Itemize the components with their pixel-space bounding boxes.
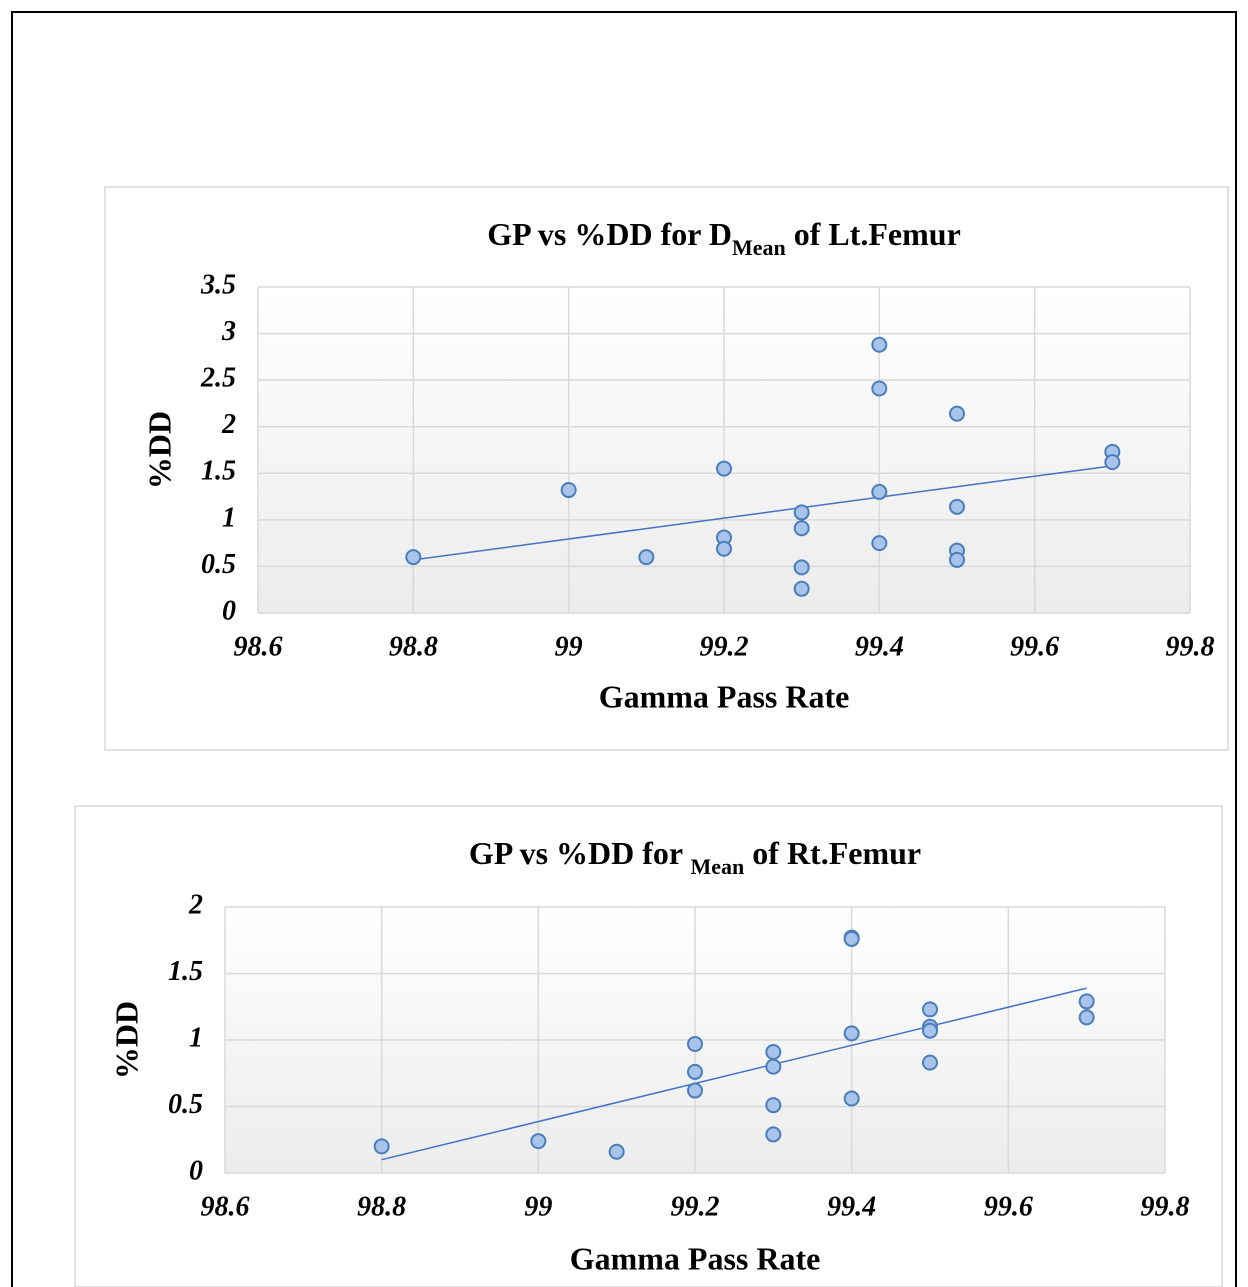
data-point	[687, 1063, 703, 1080]
x-tick-label: 98.6	[234, 631, 283, 662]
trendline	[413, 465, 1113, 561]
title-text: GP vs %DD for	[469, 835, 691, 871]
y-tick-label: 2	[221, 409, 236, 440]
x-tick-label: 99.2	[671, 1191, 720, 1222]
x-tick-label: 99	[524, 1191, 552, 1222]
y-tick-label: 1	[189, 1022, 203, 1053]
data-point	[871, 380, 888, 397]
data-point	[608, 1143, 625, 1160]
x-tick-label: 99.4	[827, 1191, 876, 1222]
x-tick-label: 98.8	[389, 631, 438, 662]
data-point	[1078, 1009, 1095, 1026]
x-tick-label: 99.4	[855, 631, 904, 662]
x-axis-title: Gamma Pass Rate	[599, 678, 850, 714]
title-suffix: of Rt.Femur	[744, 835, 921, 871]
page-frame	[11, 11, 1237, 1287]
y-tick-label: 2	[188, 889, 203, 920]
y-tick-label: 3	[221, 316, 236, 347]
x-tick-label: 99.6	[984, 1191, 1033, 1222]
x-tick-label: 98.6	[201, 1191, 250, 1222]
title-suffix: of Lt.Femur	[786, 216, 961, 252]
y-tick-label: 0.5	[201, 549, 236, 580]
data-point	[871, 535, 888, 552]
chart: 0 0.5 1 1.5 2 98.6 98.8 99 99.2 99.4 99.6 99.8 GP vs…	[74, 805, 1223, 1287]
x-tick-label: 99.8	[1166, 631, 1215, 662]
data-point	[793, 580, 810, 597]
data-point	[716, 540, 732, 557]
data-point	[687, 1035, 703, 1052]
data-point	[922, 1022, 938, 1039]
data-point	[843, 1025, 860, 1042]
x-tick-label: 99.8	[1141, 1191, 1190, 1222]
data-point	[716, 460, 732, 477]
y-axis-title: %DD	[108, 1001, 144, 1079]
data-point	[793, 504, 810, 521]
data-point	[765, 1097, 782, 1114]
data-point	[765, 1126, 782, 1143]
data-point	[843, 1090, 860, 1107]
chart-title: GP vs %DD for Mean of Rt.Femur	[469, 835, 921, 879]
y-tick-label: 1	[222, 502, 236, 533]
x-axis-title: Gamma Pass Rate	[570, 1240, 821, 1276]
data-point	[638, 549, 655, 566]
x-tick-label: 99	[555, 631, 583, 662]
y-tick-label: 0	[222, 595, 236, 626]
data-point	[793, 520, 810, 537]
data-point	[871, 483, 888, 500]
y-tick-label: 2.5	[200, 363, 236, 394]
title-subscript: Mean	[691, 854, 745, 879]
y-axis-title: %DD	[141, 411, 177, 489]
chart-title: GP vs %DD for DMean of Lt.Femur	[487, 216, 961, 260]
x-tick-label: 98.8	[357, 1191, 406, 1222]
data-point	[949, 498, 965, 515]
x-tick-label: 99.2	[700, 631, 749, 662]
data-point	[765, 1058, 782, 1075]
trendline	[381, 987, 1087, 1161]
data-point	[1104, 454, 1121, 471]
title-text: GP vs %DD for D	[487, 216, 732, 252]
data-point	[949, 551, 965, 568]
data-point	[765, 1043, 782, 1060]
y-tick-label: 0	[189, 1155, 203, 1186]
data-point	[1078, 993, 1095, 1010]
y-tick-label: 3.5	[200, 269, 236, 300]
title-subscript: Mean	[732, 235, 786, 260]
x-tick-label: 99.6	[1010, 631, 1059, 662]
data-point	[922, 1001, 938, 1018]
data-point	[793, 559, 810, 576]
data-point	[949, 405, 965, 422]
data-point	[871, 336, 888, 353]
data-point	[687, 1082, 703, 1099]
y-tick-label: 1.5	[201, 456, 236, 487]
chart: 0 0.5 1 1.5 2 2.5 3 3.5 98.6 98.8 99 99.2 99.4 99.6 99…	[104, 186, 1229, 751]
data-point	[843, 930, 860, 947]
data-point	[560, 482, 577, 499]
data-point	[530, 1133, 547, 1150]
y-tick-label: 0.5	[168, 1089, 203, 1120]
data-point	[405, 549, 422, 566]
data-point	[373, 1138, 390, 1155]
data-point	[922, 1054, 938, 1071]
y-tick-label: 1.5	[168, 956, 203, 987]
